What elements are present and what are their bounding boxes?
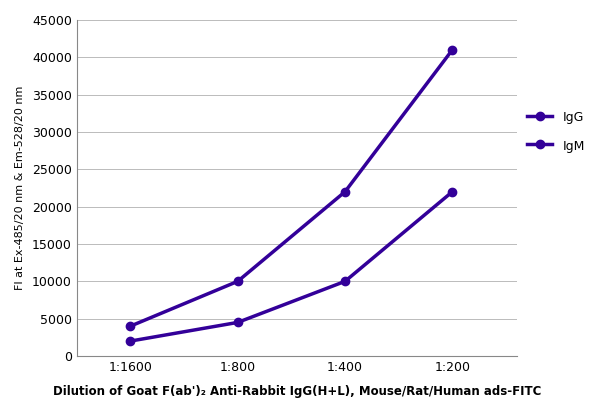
- IgM: [234, 320, 241, 325]
- IgG: [449, 47, 456, 52]
- Y-axis label: FI at Ex-485/20 nm & Em-528/20 nm: FI at Ex-485/20 nm & Em-528/20 nm: [15, 86, 25, 290]
- IgM: [341, 279, 349, 284]
- X-axis label: Dilution of Goat F(ab')₂ Anti-Rabbit IgG(H+L), Mouse/Rat/Human ads-FITC: Dilution of Goat F(ab')₂ Anti-Rabbit IgG…: [53, 385, 541, 398]
- IgG: [127, 324, 134, 329]
- Legend: IgG, IgM: IgG, IgM: [527, 110, 585, 152]
- IgM: [449, 189, 456, 194]
- IgM: [127, 339, 134, 344]
- Line: IgM: IgM: [126, 188, 457, 345]
- IgG: [341, 189, 349, 194]
- IgG: [234, 279, 241, 284]
- Line: IgG: IgG: [126, 46, 457, 330]
